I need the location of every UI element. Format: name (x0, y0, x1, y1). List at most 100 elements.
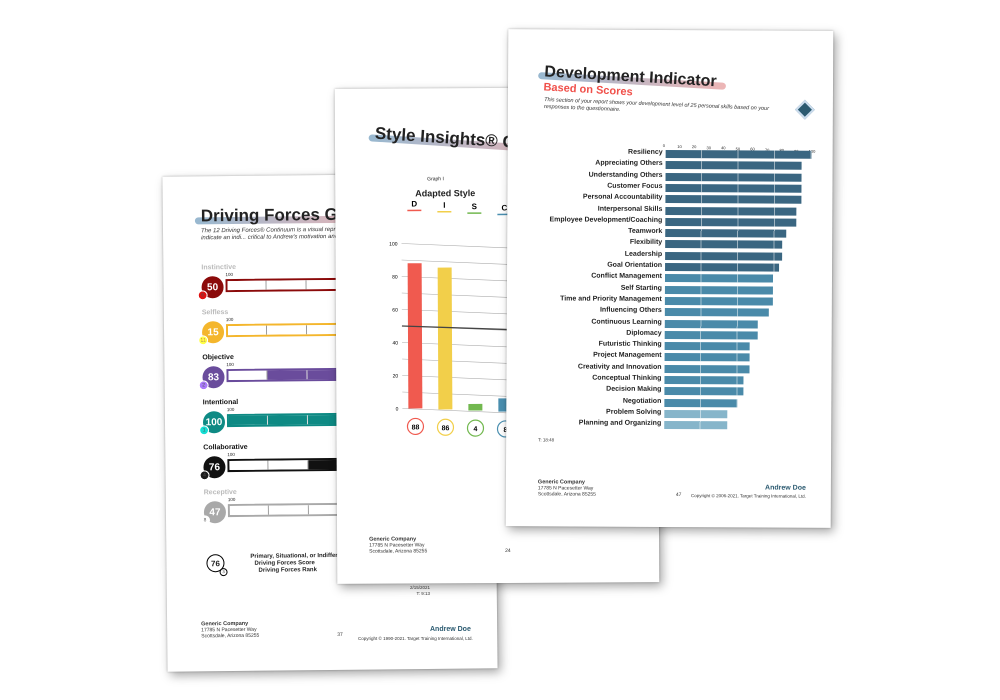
address-line: Scottsdale, Arizona 85255 (369, 548, 428, 555)
skill-label: Diplomacy (626, 329, 662, 337)
skill-label: Employee Development/Coaching (549, 216, 663, 224)
skill-bar (664, 364, 750, 374)
y-tick-label: 0 (396, 407, 399, 413)
skill-label: Conflict Management (591, 272, 663, 281)
scale-label: 100 (225, 317, 234, 323)
skill-label: Negotiation (622, 397, 662, 405)
skill-label: Interpersonal Skills (597, 205, 663, 213)
skill-label: Influencing Others (599, 306, 662, 315)
bar-segment (269, 505, 309, 515)
bar-segment (227, 325, 268, 336)
x-tick-label: 10 (677, 143, 682, 149)
bar-segment (227, 280, 268, 291)
legend-line3: Driving Forces Rank (258, 567, 317, 574)
time-text: T: 9:13 (416, 591, 431, 596)
rank-circle: 4 (199, 470, 210, 481)
skill-bar (665, 161, 802, 170)
disc-score-circle (436, 418, 455, 436)
disc-bar-D (407, 263, 423, 409)
scale-label: 100 (226, 362, 234, 368)
rank-circle: 8 (199, 515, 211, 526)
skill-label: Goal Orientation (607, 261, 663, 269)
x-tick-label: 20 (691, 144, 697, 150)
person-name: Andrew Doe (430, 626, 471, 633)
footer-company-block: Generic Company 17785 N Pacesetter Way S… (538, 479, 596, 497)
y-tick-label: 80 (392, 275, 398, 281)
address-line: Scottsdale, Arizona 85255 (537, 491, 596, 498)
bar-segment (267, 325, 307, 335)
x-tick-label: 30 (706, 144, 711, 150)
side-date: 2/15/2021 T: 9:13 (410, 585, 430, 597)
bar-segment (228, 370, 268, 381)
bar-segment (266, 280, 307, 290)
skill-label: Appreciating Others (595, 159, 663, 168)
skill-bar (664, 296, 773, 306)
bar-segment (229, 505, 270, 516)
skill-label: Leadership (624, 250, 663, 258)
rank-circle: 11 (198, 335, 209, 346)
scale-label: 100 (227, 496, 236, 503)
footer-company-block: Generic Company 17785 N Pacesetter Way S… (369, 536, 427, 554)
skill-label: Creativity and Innovation (577, 363, 662, 371)
bar-segment (228, 415, 269, 426)
development-chart: 0102030405060708090100ResiliencyApprecia… (506, 29, 833, 451)
skill-bar (664, 375, 744, 385)
bar-segment (268, 415, 308, 425)
skill-label: Conceptual Thinking (592, 374, 662, 382)
skill-label: Planning and Organizing (578, 419, 662, 428)
skill-bar (664, 387, 744, 396)
disc-chart: 0 20 40 60 80 100 D 88 I 86 S 4 C 8 (389, 199, 532, 438)
page-number: 24 (505, 547, 511, 554)
skill-bar (665, 206, 797, 216)
disc-bar-I (437, 267, 453, 410)
skill-bar (664, 342, 750, 351)
skill-label: Teamwork (628, 227, 663, 236)
disc-bar-S (468, 403, 483, 411)
scale-label: 100 (225, 272, 233, 278)
rank-circle: 1 (199, 425, 210, 436)
disc-score-D: 88 (412, 424, 420, 431)
skill-bar (664, 421, 728, 430)
skill-label: Personal Accountability (582, 193, 663, 202)
footer-company-block: Generic Company 17785 N Pacesetter Way S… (201, 621, 260, 640)
rank-circle: 6 (197, 290, 208, 301)
disc-score-I: 86 (442, 425, 450, 432)
disc-header-S: S (472, 202, 478, 211)
bar-segment (268, 460, 309, 470)
y-tick-label: 60 (392, 308, 398, 314)
scale-label: 100 (227, 451, 235, 458)
skill-bar (665, 172, 802, 182)
y-tick-label: 100 (389, 242, 398, 248)
legend-rank: 3 (219, 568, 228, 577)
skill-bar (665, 183, 802, 193)
y-tick-label: 40 (392, 341, 398, 347)
skill-label: Understanding Others (588, 171, 663, 179)
skill-bar (665, 149, 812, 159)
development-indicator-page: Development Indicator Based on Scores Th… (505, 29, 834, 528)
skill-label: Customer Focus (607, 182, 663, 190)
skill-label: Resiliency (628, 148, 663, 156)
scale-label: 100 (226, 407, 235, 413)
rank-circle: 2 (198, 380, 209, 391)
skill-bar (664, 398, 738, 407)
bar-segment (267, 370, 308, 380)
skill-bar (664, 285, 773, 295)
skill-label: Time and Priority Management (560, 295, 662, 303)
address-line: Scottsdale, Arizona 85255 (201, 632, 260, 640)
graph-label: Graph I (427, 176, 444, 183)
skill-bar (665, 195, 802, 204)
skill-bar (664, 308, 769, 317)
page-number: 37 (337, 631, 343, 638)
skill-label: Project Management (593, 351, 662, 360)
disc-score-C: 8 (504, 427, 508, 434)
date-text: 2/15/2021 (410, 585, 431, 590)
copyright: Copyright © 2006-2021. Target Training I… (691, 493, 806, 499)
disc-header-I: I (443, 201, 445, 210)
x-tick-label: 0 (662, 142, 665, 148)
skill-label: Problem Solving (606, 408, 662, 416)
y-tick-label: 20 (393, 374, 399, 380)
skill-bar (665, 229, 787, 238)
disc-header-D: D (411, 199, 417, 208)
skill-label: Self Starting (620, 284, 662, 292)
disc-score-circle (466, 419, 485, 437)
